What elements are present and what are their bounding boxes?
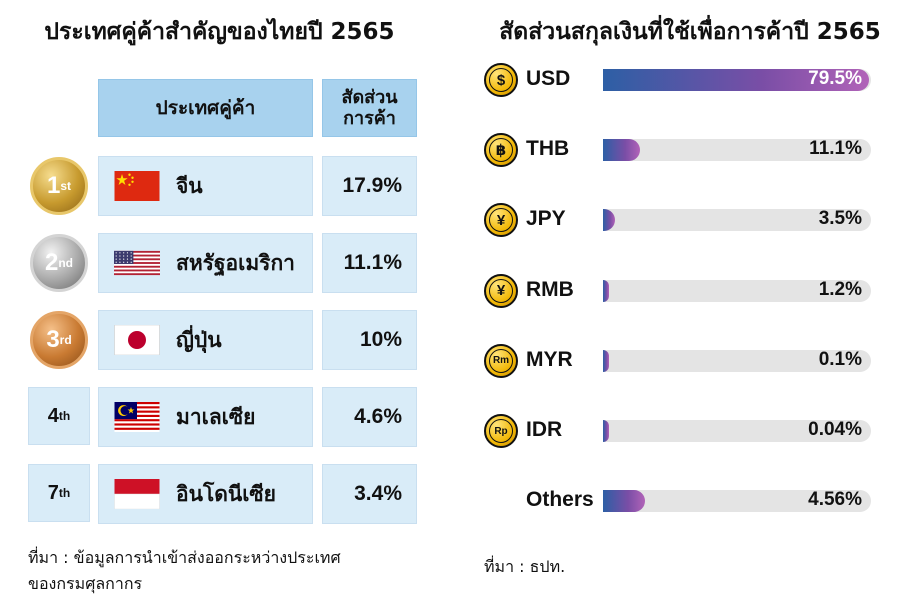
share-cell: 10% xyxy=(322,310,417,370)
yen-coin-icon: ¥ xyxy=(484,203,518,238)
value-label: 3.5% xyxy=(818,208,862,230)
bar-usd xyxy=(603,69,870,91)
currency-label: Others xyxy=(526,488,594,512)
coin-symbol: ฿ xyxy=(489,138,513,163)
usa-flag-icon xyxy=(114,248,160,278)
bar-track xyxy=(603,139,871,162)
japan-flag-icon xyxy=(114,324,160,356)
share-cell: 17.9% xyxy=(322,156,417,216)
country-cell: ญี่ปุ่น xyxy=(98,310,313,370)
bar-idr xyxy=(603,420,609,442)
value-label: 79.5% xyxy=(808,68,862,89)
yuan-coin-icon: ¥ xyxy=(484,273,518,308)
share-cell: 4.6% xyxy=(322,387,417,447)
ringgit-coin-icon: Rm xyxy=(484,343,518,378)
coin-symbol: Rm xyxy=(489,348,513,373)
share-cell: 11.1% xyxy=(322,233,417,293)
value-label: 0.1% xyxy=(818,348,862,370)
bar-rmb xyxy=(603,279,609,302)
rank-number: 7 xyxy=(47,481,59,504)
value-label: 1.2% xyxy=(818,278,862,300)
chart-title: สัดส่วนสกุลเงินที่ใช้เพื่อการค้าปี 2565 xyxy=(499,19,881,45)
country-name: จีน xyxy=(176,173,203,198)
value-label: 11.1% xyxy=(809,138,862,160)
coin-symbol: $ xyxy=(489,68,513,92)
currency-label: THB xyxy=(526,137,570,161)
coin-symbol: ¥ xyxy=(489,208,513,233)
country-name: ญี่ปุ่น xyxy=(176,327,222,352)
bar-thb xyxy=(603,139,641,162)
country-cell: สหรัฐอเมริกา xyxy=(98,233,313,293)
header-share: สัดส่วน การค้า xyxy=(322,79,417,137)
bar-track xyxy=(603,349,871,372)
rank-suffix: nd xyxy=(58,256,74,270)
country-name: สหรัฐอเมริกา xyxy=(176,250,295,275)
value-label: 0.04% xyxy=(808,419,862,440)
header-country: ประเทศคู่ค้า xyxy=(98,79,313,137)
chart-source: ที่มา : ธปท. xyxy=(484,557,566,576)
currency-label: USD xyxy=(526,67,571,90)
country-cell: จีน xyxy=(98,156,313,216)
bar-jpy xyxy=(603,209,615,232)
coin-symbol: Rp xyxy=(489,419,513,443)
left-source-line1: ที่มา : ข้อมูลการนำเข้าส่งออกระหว่างประเ… xyxy=(28,548,341,567)
rank-suffix: rd xyxy=(59,333,72,347)
bar-track xyxy=(603,420,871,442)
coin-symbol: ¥ xyxy=(489,278,513,303)
baht-coin-icon: ฿ xyxy=(484,133,518,168)
rank-number: 4 xyxy=(47,404,59,427)
currency-label: MYR xyxy=(526,347,573,371)
indonesia-flag-icon xyxy=(114,479,160,510)
currency-label: RMB xyxy=(526,277,574,301)
left-source-line2: ของกรมศุลกากร xyxy=(28,574,143,593)
rank-suffix: th xyxy=(58,486,71,500)
bar-track xyxy=(603,209,871,232)
bar-track xyxy=(603,279,871,302)
currency-label: IDR xyxy=(526,418,563,441)
bar-others xyxy=(603,490,645,513)
malaysia-flag-icon xyxy=(114,402,160,432)
rupiah-coin-icon: Rp xyxy=(484,414,518,448)
left-title: ประเทศคู่ค้าสำคัญของไทยปี 2565 xyxy=(44,19,395,45)
rank-number: 1 xyxy=(46,172,61,199)
left-source: ที่มา : ข้อมูลการนำเข้าส่งออกระหว่างประเ… xyxy=(28,545,341,597)
dollar-coin-icon: $ xyxy=(484,63,518,97)
header-share-line1: สัดส่วน xyxy=(341,87,398,108)
rank-suffix: st xyxy=(60,179,72,193)
rank-number: 2 xyxy=(44,249,59,276)
country-name: มาเลเซีย xyxy=(176,404,256,429)
country-cell: อินโดนีเซีย xyxy=(98,464,313,524)
china-flag-icon xyxy=(114,171,160,201)
share-cell: 3.4% xyxy=(322,464,417,524)
rank-number: 3 xyxy=(46,326,60,353)
rank-suffix: th xyxy=(58,409,71,423)
header-share-line2: การค้า xyxy=(343,108,396,129)
value-label: 4.56% xyxy=(808,489,862,511)
country-cell: มาเลเซีย xyxy=(98,387,313,447)
currency-label: JPY xyxy=(526,207,566,231)
bar-myr xyxy=(603,349,609,372)
bar-track xyxy=(603,490,871,513)
country-name: อินโดนีเซีย xyxy=(176,481,276,506)
